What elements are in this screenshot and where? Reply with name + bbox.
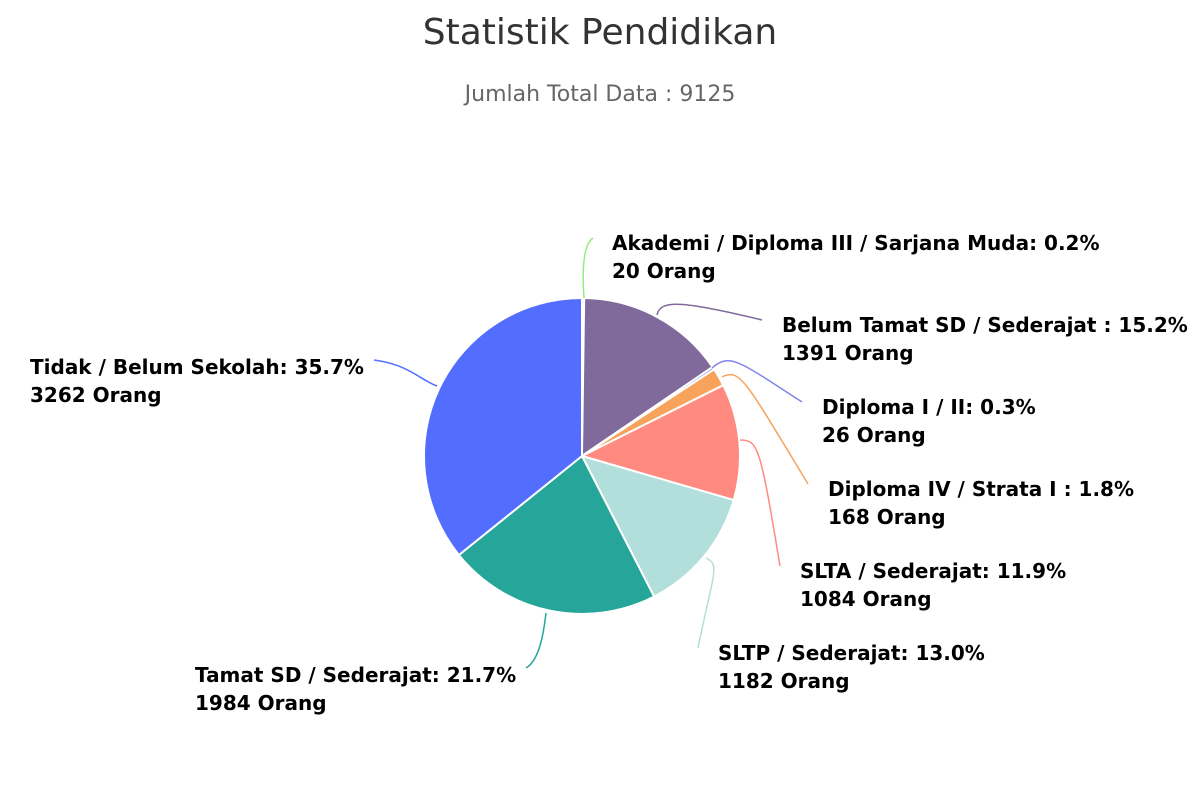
chart-subtitle: Jumlah Total Data : 9125 <box>464 82 736 107</box>
slice-label: SLTP / Sederajat: 13.0% <box>718 641 985 665</box>
slice-label: Akademi / Diploma III / Sarjana Muda: 0.… <box>612 231 1100 255</box>
slice-label: Tidak / Belum Sekolah: 35.7% <box>30 355 364 379</box>
slice-count-label: 168 Orang <box>828 505 946 529</box>
label-connector <box>739 439 781 567</box>
pie-slice[interactable] <box>580 454 735 598</box>
slice-label: Belum Tamat SD / Sederajat : 15.2% <box>782 313 1188 337</box>
slice-count-label: 20 Orang <box>612 259 716 283</box>
slice-count-label: 1984 Orang <box>195 691 327 715</box>
label-connector <box>373 359 438 387</box>
pie-slice[interactable] <box>579 383 741 502</box>
slice-label: Diploma IV / Strata I : 1.8% <box>828 477 1134 501</box>
slice-count-label: 1182 Orang <box>718 669 850 693</box>
label-connector <box>525 612 547 669</box>
chart-title: Statistik Pendidikan <box>422 12 778 53</box>
pie-slice[interactable] <box>457 454 656 615</box>
pie-slice[interactable] <box>423 296 583 557</box>
label-connector <box>697 557 715 649</box>
label-connector <box>721 373 809 485</box>
pie-slice[interactable] <box>580 297 714 458</box>
slice-label: Tamat SD / Sederajat: 21.7% <box>195 663 516 687</box>
label-connector <box>711 360 803 403</box>
slice-label: Diploma I / II: 0.3% <box>822 395 1036 419</box>
label-connector <box>656 303 763 321</box>
label-connector <box>582 237 594 299</box>
slice-count-label: 26 Orang <box>822 423 926 447</box>
slice-count-label: 3262 Orang <box>30 383 162 407</box>
slice-count-label: 1391 Orang <box>782 341 914 365</box>
slice-label: SLTA / Sederajat: 11.9% <box>800 559 1066 583</box>
slice-count-label: 1084 Orang <box>800 587 932 611</box>
